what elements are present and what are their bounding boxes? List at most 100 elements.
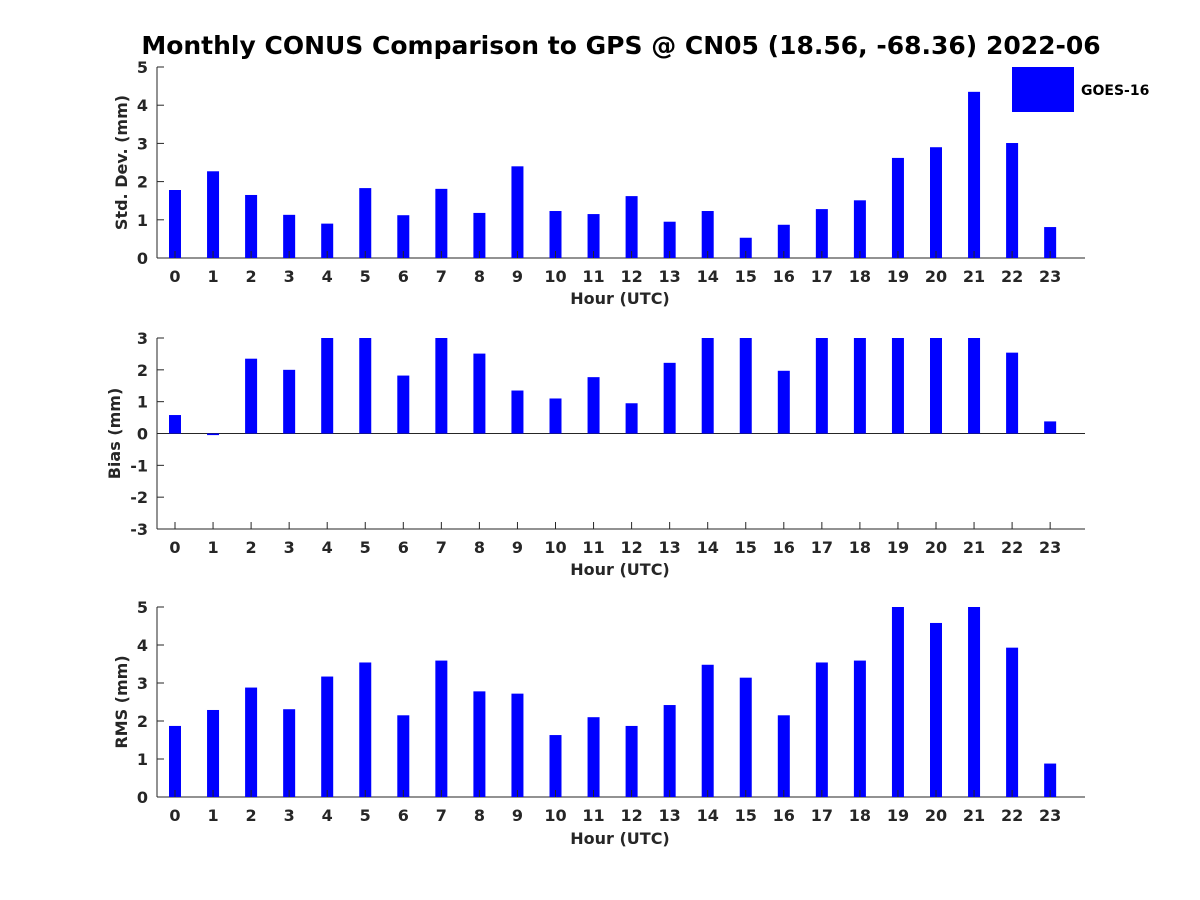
rms-x-tick-label: 16: [773, 806, 795, 825]
rms-bar-hour-16: [777, 715, 790, 797]
bias-bar-hour-21: [968, 338, 981, 434]
std-y-axis-label: Std. Dev. (mm): [112, 95, 131, 230]
rms-bar-hour-5: [359, 662, 372, 797]
bias-bar-hour-23: [1044, 421, 1057, 434]
rms-x-tick-label: 14: [697, 806, 719, 825]
bias-bar-hour-13: [663, 362, 676, 434]
std-x-tick-label: 17: [811, 267, 833, 286]
rms-bar-hour-1: [207, 709, 220, 797]
std-bar-hour-1: [207, 171, 220, 258]
legend-label-goes16: GOES-16: [1081, 83, 1149, 99]
bias-x-tick-label: 11: [582, 538, 604, 557]
std-x-tick-label: 18: [849, 267, 871, 286]
rms-bar-hour-7: [435, 660, 448, 797]
std-bar-hour-7: [435, 188, 448, 258]
std-bar-hour-11: [587, 214, 600, 258]
bias-y-tick-label: 1: [137, 393, 148, 412]
rms-bar-hour-0: [169, 725, 181, 797]
rms-x-tick-label: 3: [284, 806, 295, 825]
std-x-tick-label: 9: [512, 267, 523, 286]
std-bar-hour-0: [169, 190, 181, 258]
rms-x-tick-label: 10: [544, 806, 566, 825]
std-x-tick-label: 3: [284, 267, 295, 286]
bias-x-tick-label: 4: [322, 538, 333, 557]
bias-bar-hour-22: [1006, 352, 1019, 434]
bias-y-axis-label: Bias (mm): [105, 388, 124, 480]
std-x-tick-label: 2: [246, 267, 257, 286]
rms-bar-hour-15: [739, 677, 752, 797]
rms-x-tick-label: 21: [963, 806, 985, 825]
std-bar-hour-15: [739, 237, 752, 258]
bias-y-tick-label: -2: [130, 488, 148, 507]
std-x-tick-label: 14: [697, 267, 719, 286]
bias-bar-hour-0: [169, 415, 181, 434]
std-x-tick-label: 12: [620, 267, 642, 286]
bias-bar-hour-2: [245, 358, 258, 434]
rms-bar-hour-10: [549, 735, 562, 797]
std-x-tick-label: 8: [474, 267, 485, 286]
std-x-tick-label: 16: [773, 267, 795, 286]
rms-y-tick-label: 0: [137, 788, 148, 807]
bias-bar-hour-4: [321, 338, 334, 434]
bias-bar-hour-15: [739, 338, 752, 434]
bias-x-tick-label: 12: [620, 538, 642, 557]
std-bar-hour-2: [245, 194, 258, 258]
std-bar-hour-18: [853, 200, 866, 258]
rms-bar-hour-12: [625, 725, 638, 797]
bias-x-tick-label: 1: [207, 538, 218, 557]
rms-x-tick-label: 8: [474, 806, 485, 825]
std-x-tick-label: 11: [582, 267, 604, 286]
rms-x-tick-label: 22: [1001, 806, 1023, 825]
std-x-tick-label: 5: [360, 267, 371, 286]
std-x-tick-label: 13: [659, 267, 681, 286]
rms-bar-hour-20: [930, 622, 942, 797]
std-x-tick-label: 7: [436, 267, 447, 286]
legend: GOES-16: [1012, 67, 1149, 112]
rms-y-tick-label: 2: [137, 712, 148, 731]
bias-bar-hour-19: [891, 338, 904, 434]
std-x-tick-label: 23: [1039, 267, 1061, 286]
bias-x-tick-label: 0: [169, 538, 180, 557]
bias-bar-hour-7: [435, 338, 448, 434]
rms-bar-hour-21: [968, 607, 981, 797]
chart-title: Monthly CONUS Comparison to GPS @ CN05 (…: [141, 31, 1100, 60]
std-bar-hour-14: [701, 211, 714, 258]
std-x-tick-label: 6: [398, 267, 409, 286]
rms-bar-hour-23: [1044, 763, 1057, 797]
rms-y-tick-label: 4: [137, 636, 148, 655]
bias-x-tick-label: 13: [659, 538, 681, 557]
std-y-tick-label: 4: [137, 96, 148, 115]
std-bar-hour-23: [1044, 227, 1057, 258]
std-x-axis-label: Hour (UTC): [570, 289, 670, 308]
bias-x-tick-label: 7: [436, 538, 447, 557]
bias-bar-hour-10: [549, 398, 562, 434]
rms-bar-hour-3: [283, 709, 296, 797]
legend-swatch-goes16: [1012, 67, 1074, 112]
rms-bar-hour-11: [587, 717, 600, 797]
std-bar-hour-12: [625, 196, 638, 258]
rms-bar-hour-4: [321, 676, 334, 797]
bias-x-tick-label: 21: [963, 538, 985, 557]
rms-x-tick-label: 7: [436, 806, 447, 825]
std-bar-hour-4: [321, 223, 334, 258]
std-bar-hour-21: [968, 91, 981, 258]
rms-y-axis-label: RMS (mm): [112, 655, 131, 748]
bias-x-tick-label: 2: [246, 538, 257, 557]
rms-y-tick-label: 3: [137, 674, 148, 693]
rms-x-tick-label: 5: [360, 806, 371, 825]
bias-x-tick-label: 20: [925, 538, 947, 557]
bias-y-tick-label: 3: [137, 329, 148, 348]
bias-y-tick-label: 0: [137, 425, 148, 444]
std-bar-hour-19: [891, 157, 904, 258]
rms-x-tick-label: 6: [398, 806, 409, 825]
std-x-tick-label: 22: [1001, 267, 1023, 286]
bias-bar-hour-17: [815, 338, 828, 434]
rms-x-tick-label: 4: [322, 806, 333, 825]
bias-bar-hour-9: [511, 390, 524, 434]
rms-bar-hour-22: [1006, 647, 1019, 797]
rms-bar-hour-13: [663, 705, 676, 797]
bias-x-tick-label: 22: [1001, 538, 1023, 557]
